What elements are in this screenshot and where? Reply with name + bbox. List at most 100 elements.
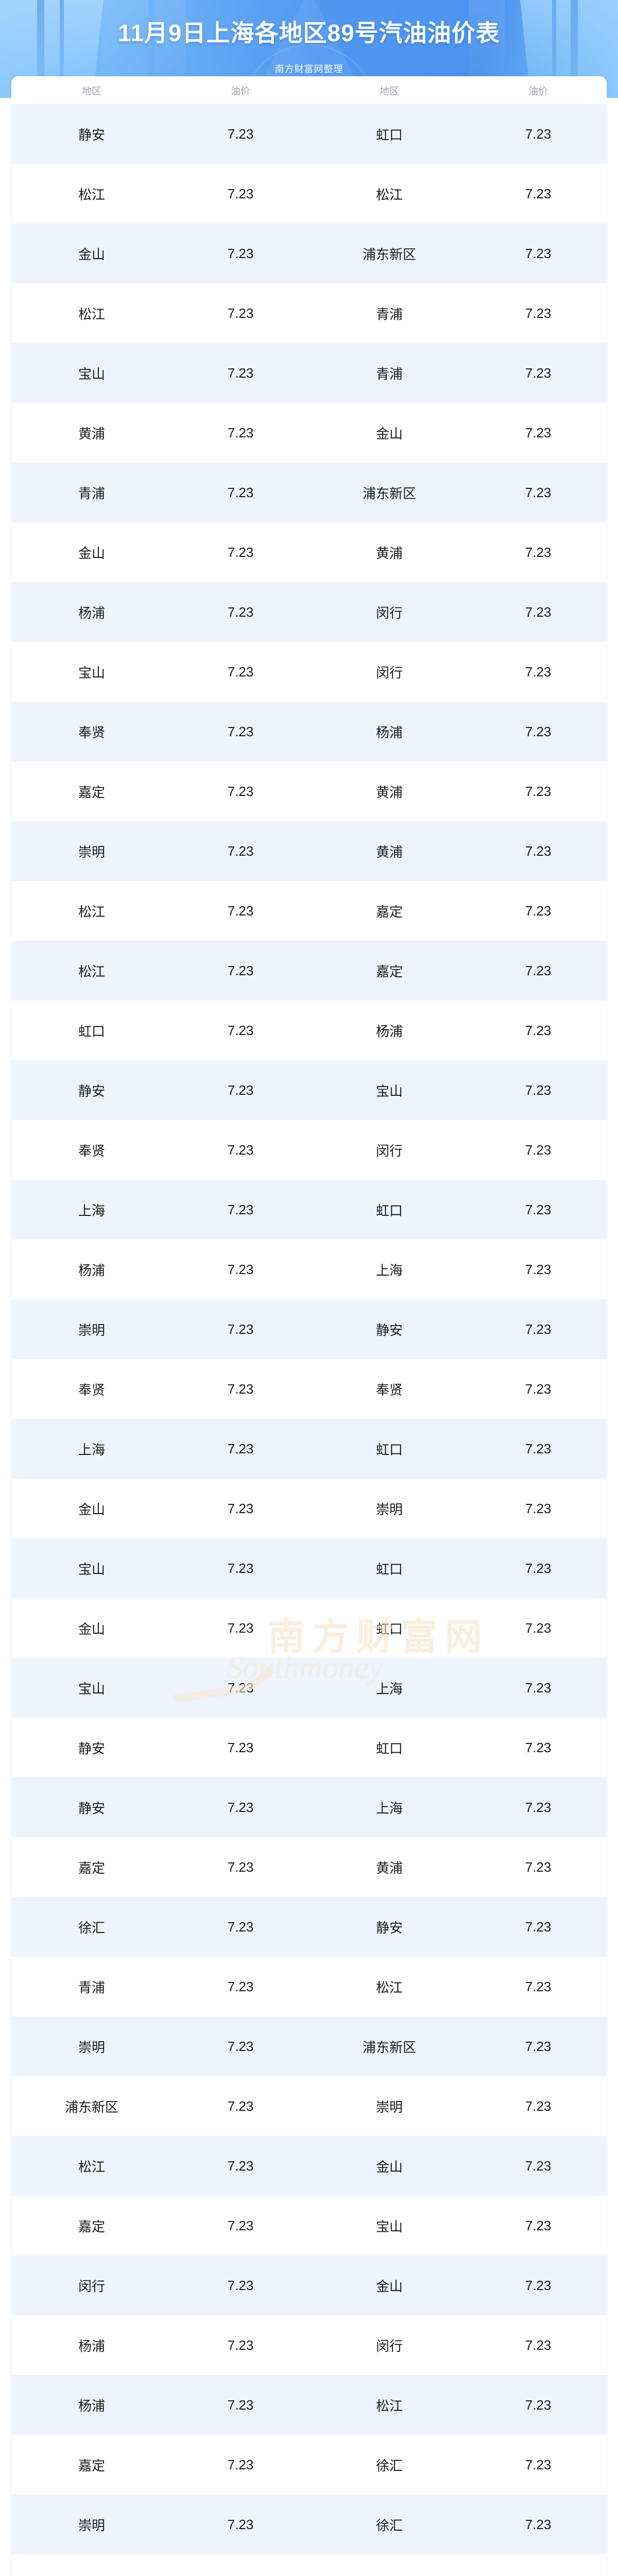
cell-region-left: 松江 xyxy=(11,2136,173,2196)
cell-region-left: 静安 xyxy=(11,1060,173,1120)
cell-region-right: 闵行 xyxy=(308,2315,470,2375)
cell-price-left: 7.23 xyxy=(172,1419,309,1479)
cell-price-right: 7.23 xyxy=(470,2196,607,2256)
cell-region-left: 闵行 xyxy=(11,2256,173,2315)
cell-price-left: 7.23 xyxy=(172,1359,309,1419)
cell-price-left: 7.23 xyxy=(172,343,309,403)
cell-price-left: 7.23 xyxy=(172,1658,309,1718)
cell-region-left: 金山 xyxy=(11,522,173,582)
cell-price-left: 7.23 xyxy=(172,403,309,463)
cell-price-left: 7.23 xyxy=(172,2435,309,2495)
cell-region-right: 徐汇 xyxy=(308,2495,470,2554)
cell-region-right: 杨浦 xyxy=(308,1001,470,1060)
cell-region-right: 上海 xyxy=(308,1658,470,1718)
cell-region-right: 松江 xyxy=(308,164,470,224)
table-row: 静安 7.23 宝山 7.23 xyxy=(11,1060,607,1120)
cell-region-left: 静安 xyxy=(11,104,173,164)
cell-price-right: 7.23 xyxy=(470,2375,607,2435)
column-header-price-right: 油价 xyxy=(470,76,607,104)
cell-price-left: 7.23 xyxy=(172,821,309,881)
cell-price-right: 7.23 xyxy=(470,761,607,821)
table-row: 宝山 7.23 闵行 7.23 xyxy=(11,642,607,702)
banner-pillar-2 xyxy=(60,0,64,98)
cell-region-right: 浦东新区 xyxy=(308,463,470,522)
cell-region-right: 松江 xyxy=(308,1957,470,2016)
cell-region-right: 黄浦 xyxy=(308,821,470,881)
cell-price-left: 7.23 xyxy=(172,1060,309,1120)
cell-price-right: 7.23 xyxy=(470,2016,607,2076)
cell-region-right: 静安 xyxy=(308,1897,470,1957)
cell-region-right: 浦东新区 xyxy=(308,2016,470,2076)
cell-price-right: 7.23 xyxy=(470,164,607,224)
cell-region-left: 奉贤 xyxy=(11,1359,173,1419)
cell-region-right: 青浦 xyxy=(308,343,470,403)
cell-region-left: 宝山 xyxy=(11,343,173,403)
table-row: 浦东新区 7.23 崇明 7.23 xyxy=(11,2076,607,2136)
cell-price-right: 7.23 xyxy=(470,1419,607,1479)
cell-price-right: 7.23 xyxy=(470,1359,607,1419)
column-header-price-left: 油价 xyxy=(172,76,309,104)
cell-region-left: 宝山 xyxy=(11,1538,173,1598)
cell-price-right: 7.23 xyxy=(470,1837,607,1897)
table-row: 崇明 7.23 黄浦 7.23 xyxy=(11,821,607,881)
table-row: 上海 7.23 虹口 7.23 xyxy=(11,1419,607,1479)
table-row: 松江 7.23 嘉定 7.23 xyxy=(11,881,607,941)
cell-region-right: 虹口 xyxy=(308,1598,470,1658)
cell-region-left: 金山 xyxy=(11,1479,173,1538)
cell-region-left: 金山 xyxy=(11,224,173,283)
cell-region-right: 上海 xyxy=(308,1777,470,1837)
table-row: 金山 7.23 崇明 7.23 xyxy=(11,1479,607,1538)
cell-region-right: 嘉定 xyxy=(308,881,470,941)
cell-region-left: 松江 xyxy=(11,941,173,1001)
table-row: 黄浦 7.23 金山 7.23 xyxy=(11,403,607,463)
cell-region-left: 杨浦 xyxy=(11,2375,173,2435)
table-row: 金山 7.23 黄浦 7.23 xyxy=(11,522,607,582)
cell-price-left: 7.23 xyxy=(172,104,309,164)
banner-pillar-1 xyxy=(37,0,44,98)
table-row: 松江 7.23 松江 7.23 xyxy=(11,164,607,224)
cell-region-right: 宝山 xyxy=(308,1060,470,1120)
table-row: 宝山 7.23 虹口 7.23 xyxy=(11,1538,607,1598)
banner-pillar-4 xyxy=(552,0,556,98)
cell-price-left: 7.23 xyxy=(172,283,309,343)
cell-price-right: 7.23 xyxy=(470,403,607,463)
cell-price-right: 7.23 xyxy=(470,1479,607,1538)
cell-region-right: 黄浦 xyxy=(308,1837,470,1897)
table-header-row: 地区 油价 地区 油价 xyxy=(11,76,607,104)
cell-region-right: 黄浦 xyxy=(308,522,470,582)
cell-price-right: 7.23 xyxy=(470,463,607,522)
table-row: 杨浦 7.23 闵行 7.23 xyxy=(11,2315,607,2375)
cell-region-left: 金山 xyxy=(11,1598,173,1658)
table-row: 杨浦 7.23 上海 7.23 xyxy=(11,1240,607,1299)
cell-price-right: 7.23 xyxy=(470,1120,607,1180)
cell-price-left: 7.23 xyxy=(172,1777,309,1837)
cell-region-left: 松江 xyxy=(11,164,173,224)
cell-region-right: 虹口 xyxy=(308,104,470,164)
cell-price-left: 7.23 xyxy=(172,582,309,642)
table-row: 奉贤 7.23 闵行 7.23 xyxy=(11,1120,607,1180)
cell-price-left: 7.23 xyxy=(172,224,309,283)
cell-region-right: 奉贤 xyxy=(308,1359,470,1419)
cell-region-right: 崇明 xyxy=(308,2076,470,2136)
cell-region-right: 黄浦 xyxy=(308,761,470,821)
cell-price-right: 7.23 xyxy=(470,1180,607,1240)
table-row: 闵行 7.23 金山 7.23 xyxy=(11,2256,607,2315)
cell-region-right: 闵行 xyxy=(308,582,470,642)
cell-price-right: 7.23 xyxy=(470,2076,607,2136)
table-row: 宝山 7.23 青浦 7.23 xyxy=(11,343,607,403)
table-row: 虹口 7.23 杨浦 7.23 xyxy=(11,1001,607,1060)
cell-price-right: 7.23 xyxy=(470,1957,607,2016)
column-header-region-right: 地区 xyxy=(308,76,470,104)
cell-price-left: 7.23 xyxy=(172,1180,309,1240)
price-table-card: 地区 油价 地区 油价 静安 7.23 虹口 7.23 松江 7.23 松江 7.23 金山 7.… xyxy=(11,76,607,2576)
cell-region-right: 金山 xyxy=(308,403,470,463)
cell-region-left: 嘉定 xyxy=(11,1837,173,1897)
table-row: 奉贤 7.23 杨浦 7.23 xyxy=(11,702,607,761)
table-row: 嘉定 7.23 黄浦 7.23 xyxy=(11,761,607,821)
cell-region-right: 青浦 xyxy=(308,283,470,343)
cell-region-right: 金山 xyxy=(308,2136,470,2196)
cell-price-right: 7.23 xyxy=(470,821,607,881)
cell-price-left: 7.23 xyxy=(172,702,309,761)
cell-region-left: 松江 xyxy=(11,283,173,343)
cell-region-left: 上海 xyxy=(11,1180,173,1240)
